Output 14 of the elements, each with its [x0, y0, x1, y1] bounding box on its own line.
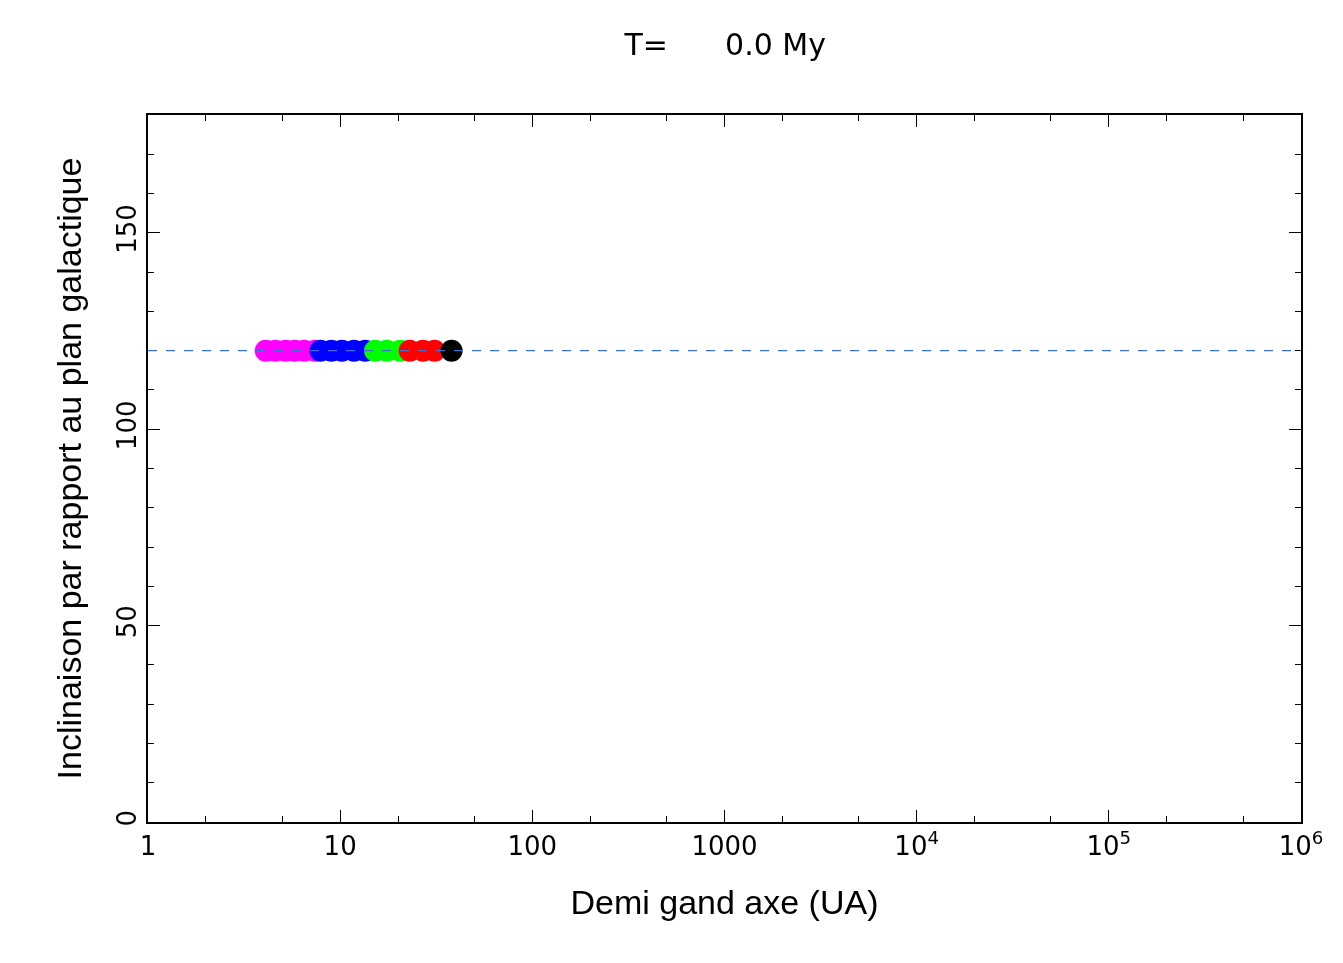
x-tick-label: 10$^{6}$: [1278, 827, 1324, 861]
y-tick-label: 0: [111, 809, 142, 827]
x-axis-title: Demi gand axe (UA): [570, 882, 879, 921]
y-tick-label: 150: [111, 204, 142, 254]
x-tick-label: 100: [507, 830, 558, 861]
y-tick-label: 50: [111, 605, 142, 639]
x-tick-label: 10: [323, 830, 357, 861]
y-tick-label: 100: [111, 400, 142, 451]
x-tick-label: 1000: [691, 830, 758, 861]
x-tick-label: 1: [139, 830, 157, 861]
chart-title: T= 0.0 My: [623, 26, 826, 62]
x-tick-label: 10$^{5}$: [1086, 827, 1132, 861]
y-axis-title: Inclinaison par rapport au plan galactique: [49, 157, 88, 780]
x-tick-label: 10$^{4}$: [894, 827, 940, 861]
